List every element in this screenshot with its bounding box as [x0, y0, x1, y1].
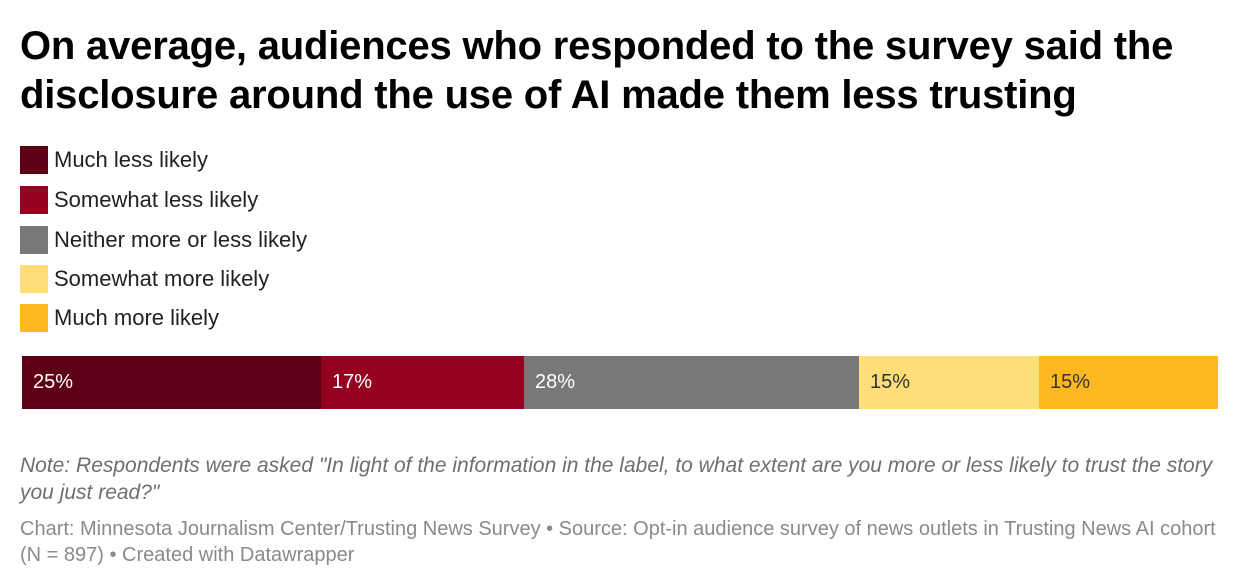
bar-segment-4 [859, 356, 1039, 409]
legend-swatch [20, 186, 48, 214]
chart-source: Chart: Minnesota Journalism Center/Trust… [20, 518, 1216, 566]
bar-segment-3 [524, 356, 859, 409]
legend-swatch [20, 265, 48, 293]
bar-data-label-4: 15% [870, 371, 911, 393]
legend-label: Somewhat more likely [54, 266, 270, 291]
chart-title: On average, audiences who responded to t… [20, 24, 1174, 117]
chart-note: Note: Respondents were asked "In light o… [20, 454, 1213, 504]
legend-swatch [20, 146, 48, 174]
bar-data-label-5: 15% [1050, 371, 1091, 393]
legend-item-neither: Neither more or less likely [20, 220, 307, 260]
legend-item-somewhat-more-likely: Somewhat more likely [20, 260, 307, 298]
legend-label: Somewhat less likely [54, 187, 259, 212]
bar-segment-5 [1039, 356, 1218, 409]
legend-label: Much more likely [54, 305, 220, 330]
legend-item-much-less-likely: Much less likely [20, 140, 307, 180]
legend: Much less likely Somewhat less likely Ne… [20, 140, 307, 338]
bar-segment-2 [321, 356, 524, 409]
legend-label: Neither more or less likely [54, 227, 308, 252]
stacked-bar: 25% 17% 28% 15% 15% [22, 356, 1218, 409]
legend-item-much-more-likely: Much more likely [20, 298, 307, 338]
bar-data-label-2: 17% [332, 371, 373, 393]
legend-swatch [20, 304, 48, 332]
legend-swatch [20, 226, 48, 254]
bar-segment-1 [22, 356, 321, 409]
legend-item-somewhat-less-likely: Somewhat less likely [20, 180, 307, 220]
bar-data-label-1: 25% [33, 371, 74, 393]
bar-data-label-3: 28% [535, 371, 576, 393]
legend-label: Much less likely [54, 147, 209, 172]
